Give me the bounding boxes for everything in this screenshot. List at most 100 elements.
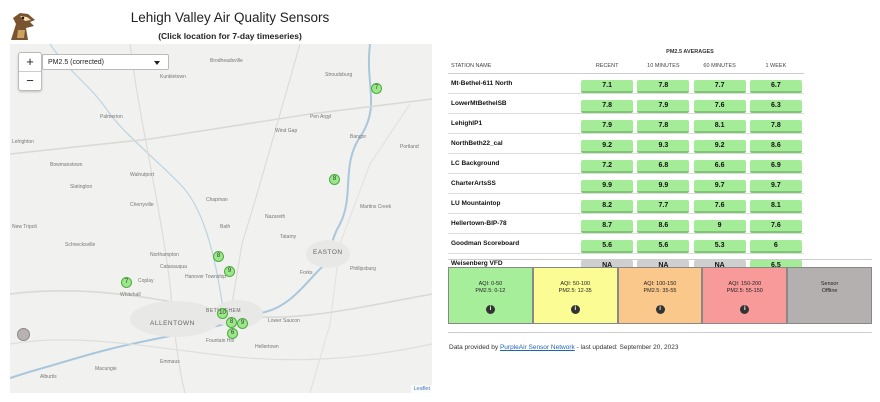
aqi-legend-box: AQI: 150-200 PM2.5: 55-150 i bbox=[702, 267, 788, 324]
station-row[interactable]: LU Mountaintop 8.2 7.7 7.6 8.1 bbox=[448, 193, 804, 214]
value-cell: 7.8 bbox=[747, 113, 804, 134]
station-row[interactable]: Hellertown-BIP-78 8.7 8.6 9 7.6 bbox=[448, 213, 804, 234]
sensor-marker[interactable]: 6 bbox=[227, 328, 238, 339]
aqi-legend-line2: PM2.5: 55-150 bbox=[726, 288, 763, 294]
aqi-legend-box: AQI: 50-100 PM2.5: 12-35 i bbox=[532, 267, 618, 324]
footer-prefix: Data provided by bbox=[449, 344, 500, 351]
pm25-value-badge: 9.3 bbox=[637, 140, 690, 153]
station-name: Mt-Bethel-611 North bbox=[448, 73, 579, 94]
station-row[interactable]: Mt-Bethel-611 North 7.1 7.8 7.7 6.7 bbox=[448, 73, 804, 94]
value-cell: 7.8 bbox=[579, 93, 636, 114]
pm25-value-badge: 9.9 bbox=[637, 180, 690, 193]
col-60-minutes: 60 MINUTES bbox=[691, 59, 748, 74]
value-cell: 6 bbox=[747, 233, 804, 254]
pm25-value-badge: 6 bbox=[749, 240, 802, 253]
info-icon[interactable]: i bbox=[655, 305, 665, 314]
leaflet-attribution-link[interactable]: Leaflet bbox=[411, 385, 432, 393]
value-cell: 7.6 bbox=[747, 213, 804, 234]
station-row[interactable]: NorthBeth22_cal 9.2 9.3 9.2 8.6 bbox=[448, 133, 804, 154]
map-label-nazareth: Nazareth bbox=[265, 214, 286, 220]
aqi-legend-text: AQI: 50-100 PM2.5: 12-35 bbox=[534, 281, 617, 295]
col-10-minutes: 10 MINUTES bbox=[635, 59, 692, 74]
data-source-footer: Data provided by PurpleAir Sensor Networ… bbox=[449, 344, 678, 351]
aqi-legend-line1: AQI: 50-100 bbox=[560, 281, 591, 287]
value-cell: 9.2 bbox=[579, 133, 636, 154]
sensor-map[interactable]: Brodheadsville Kunkletown Stroudsburg Wi… bbox=[10, 44, 432, 393]
map-label-portland: Portland bbox=[400, 144, 419, 150]
page-title: Lehigh Valley Air Quality Sensors bbox=[130, 10, 330, 25]
zoom-out-button[interactable]: − bbox=[26, 73, 34, 88]
station-row[interactable]: LC Background 7.2 6.8 6.6 6.9 bbox=[448, 153, 804, 174]
aqi-legend-line1: AQI: 150-200 bbox=[728, 281, 762, 287]
value-cell: 7.8 bbox=[635, 113, 692, 134]
pm25-value-badge: 9.7 bbox=[693, 180, 746, 193]
sensor-marker[interactable]: 8 bbox=[213, 251, 224, 262]
aqi-legend-line2: PM2.5: 0-12 bbox=[475, 288, 506, 294]
map-label-pen-argyl: Pen Argyl bbox=[310, 114, 332, 120]
pm25-value-badge: 6.3 bbox=[749, 100, 802, 113]
pm25-value-badge: 6.7 bbox=[749, 80, 802, 93]
pm25-value-badge: 8.7 bbox=[581, 220, 634, 233]
map-label-bangor: Bangor bbox=[350, 134, 367, 140]
aqi-legend-text: AQI: 100-150 PM2.5: 35-55 bbox=[619, 281, 702, 295]
info-icon[interactable]: i bbox=[740, 305, 750, 314]
zoom-in-button[interactable]: + bbox=[19, 53, 41, 72]
value-cell: 9.9 bbox=[635, 173, 692, 194]
sensor-marker[interactable]: 8 bbox=[329, 174, 340, 185]
value-cell: 8.7 bbox=[579, 213, 636, 234]
aqi-legend: AQI: 0-50 PM2.5: 0-12 i AQI: 50-100 PM2.5: 1… bbox=[448, 267, 872, 324]
value-cell: 5.6 bbox=[579, 233, 636, 254]
map-label-fountain-hill: Fountain Hill bbox=[206, 338, 234, 344]
map-label-hanover-township: Hanover Township bbox=[185, 274, 227, 280]
value-cell: 8.1 bbox=[747, 193, 804, 214]
pm25-value-badge: 9.2 bbox=[581, 140, 634, 153]
map-label-alburtis: Alburtis bbox=[40, 374, 57, 380]
section-divider bbox=[448, 332, 872, 333]
map-label-allentown: ALLENTOWN bbox=[150, 320, 195, 327]
sensor-marker-offline[interactable] bbox=[17, 328, 30, 341]
sensor-marker[interactable]: 8 bbox=[226, 317, 237, 328]
page-subtitle: (Click location for 7-day timeseries) bbox=[158, 31, 302, 41]
value-cell: 7.9 bbox=[579, 113, 636, 134]
pm25-value-badge: 8.1 bbox=[693, 120, 746, 133]
sensor-marker[interactable]: 9 bbox=[224, 266, 235, 277]
sensor-marker[interactable]: 7 bbox=[371, 83, 382, 94]
station-name: LU Mountaintop bbox=[448, 193, 579, 214]
map-label-whitehall: Whitehall bbox=[120, 292, 141, 298]
aqi-legend-box: AQI: 0-50 PM2.5: 0-12 i bbox=[448, 267, 533, 324]
sensor-marker[interactable]: 10 bbox=[217, 308, 228, 319]
pollutant-select-value: PM2.5 (corrected) bbox=[48, 59, 105, 66]
section-divider bbox=[448, 259, 872, 260]
info-icon[interactable]: i bbox=[570, 305, 580, 314]
aqi-legend-line2: PM2.5: 35-55 bbox=[643, 288, 677, 294]
value-cell: 7.7 bbox=[691, 73, 748, 94]
aqi-legend-box: Sensor Offline bbox=[787, 267, 872, 324]
map-label-easton: EASTON bbox=[313, 249, 343, 256]
pm25-value-badge: 8.2 bbox=[581, 200, 634, 213]
value-cell: 6.6 bbox=[691, 153, 748, 174]
aqi-legend-line1: AQI: 100-150 bbox=[643, 281, 677, 287]
value-cell: 7.6 bbox=[691, 93, 748, 114]
chevron-down-icon bbox=[154, 61, 160, 65]
map-label-palmerton: Palmerton bbox=[100, 114, 123, 120]
value-cell: 7.9 bbox=[635, 93, 692, 114]
aqi-legend-text: AQI: 0-50 PM2.5: 0-12 bbox=[449, 281, 532, 295]
aqi-legend-text: AQI: 150-200 PM2.5: 55-150 bbox=[703, 281, 786, 295]
station-row[interactable]: Goodman Scoreboard 5.6 5.6 5.3 6 bbox=[448, 233, 804, 254]
station-row[interactable]: LowerMtBethelSB 7.8 7.9 7.6 6.3 bbox=[448, 93, 804, 114]
info-icon[interactable]: i bbox=[486, 305, 495, 314]
station-row[interactable]: LehighIP1 7.9 7.8 8.1 7.8 bbox=[448, 113, 804, 134]
pollutant-select[interactable]: PM2.5 (corrected) bbox=[42, 54, 169, 70]
pm25-value-badge: 5.3 bbox=[693, 240, 746, 253]
pm25-value-badge: 9.7 bbox=[749, 180, 802, 193]
pm25-value-badge: 8.1 bbox=[749, 200, 802, 213]
station-row[interactable]: CharterArtsSS 9.9 9.9 9.7 9.7 bbox=[448, 173, 804, 194]
sensor-marker[interactable]: 7 bbox=[121, 277, 132, 288]
sensor-marker[interactable]: 9 bbox=[237, 318, 248, 329]
map-label-bowmanstown: Bowmanstown bbox=[50, 162, 83, 168]
value-cell: 7.1 bbox=[579, 73, 636, 94]
pm25-value-badge: 6.6 bbox=[693, 160, 746, 173]
value-cell: 9.7 bbox=[691, 173, 748, 194]
purpleair-link[interactable]: PurpleAir Sensor Network bbox=[499, 344, 575, 351]
map-basemap bbox=[10, 44, 432, 393]
